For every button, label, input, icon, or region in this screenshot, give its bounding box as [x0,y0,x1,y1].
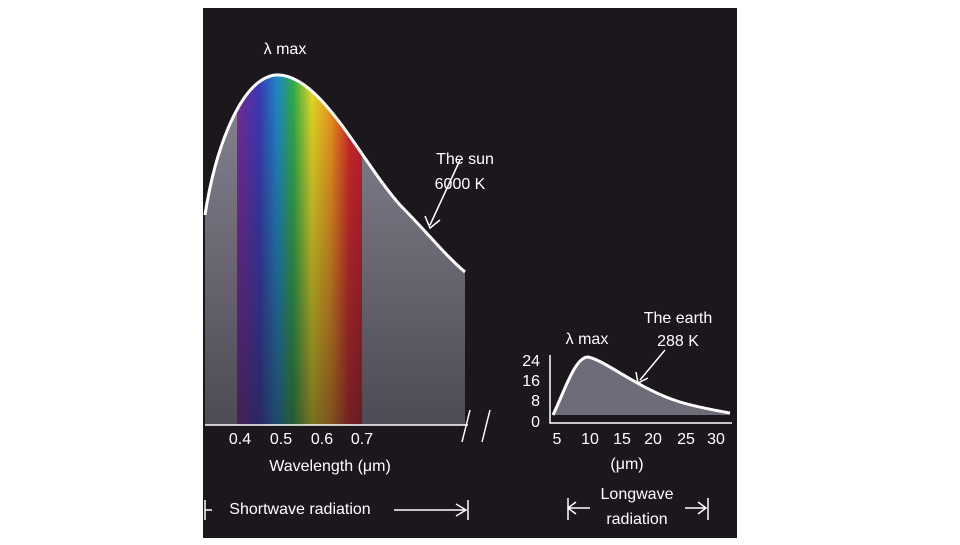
x-tick-label: 10 [581,431,599,448]
x-tick-label: 0.6 [311,431,333,448]
curve-label: The earth [644,310,712,327]
x-tick-label: 20 [644,431,662,448]
y-tick-label: 24 [522,353,540,370]
band-label: Longwave [601,486,674,503]
curve-label: 288 K [657,333,699,350]
band-label: radiation [606,511,667,528]
peak-label: λ max [264,41,307,58]
x-tick-label: 15 [613,431,631,448]
y-tick-label: 0 [531,414,540,431]
x-tick-label: 0.7 [351,431,373,448]
x-tick-label: 0.4 [229,431,251,448]
x-tick-label: 30 [707,431,725,448]
sun-arrow [424,159,461,230]
curve-label: 6000 K [435,176,486,193]
band-arrow [566,498,709,520]
curve-label: The sun [436,151,494,168]
band-arrow [204,500,469,520]
x-tick-label: 5 [553,431,562,448]
y-tick-label: 8 [531,393,540,410]
x-axis-label: Wavelength (μm) [269,458,391,475]
earth-axes [549,355,732,424]
x-tick-label: 25 [677,431,695,448]
sun-curve [203,73,466,274]
earth-curve [551,355,731,416]
y-tick-label: 16 [522,373,540,390]
x-tick-label: 0.5 [270,431,292,448]
axis-break [461,409,491,443]
x-axis-label: (μm) [610,456,643,473]
peak-label: λ max [566,331,609,348]
band-label: Shortwave radiation [229,501,370,518]
earth-arrow [635,349,666,385]
